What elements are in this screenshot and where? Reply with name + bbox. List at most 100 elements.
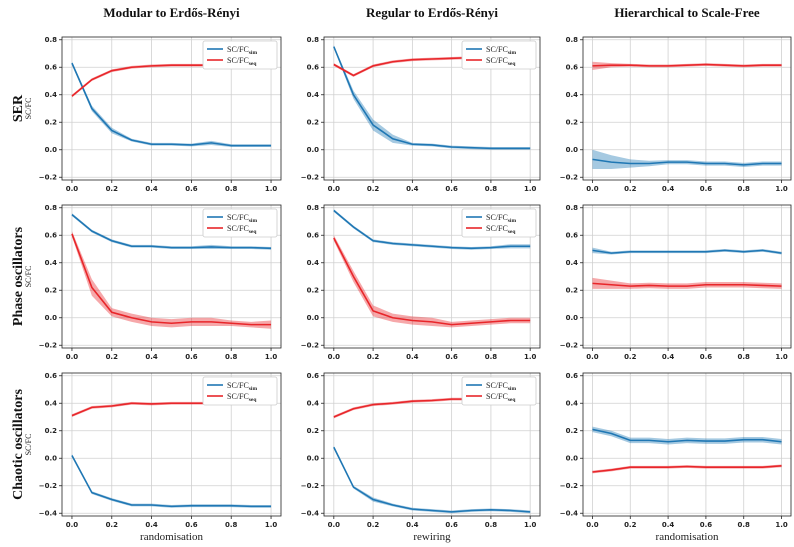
legend-subscript: seq (249, 397, 258, 403)
y-tick-label: 0.0 (307, 454, 320, 462)
y-tick-label: 0.4 (307, 91, 320, 99)
column-title: Regular to Erdős-Rényi (366, 5, 498, 20)
series-line (71, 455, 272, 508)
x-axis-label: randomisation (656, 531, 719, 543)
x-tick-label: 0.2 (367, 185, 380, 193)
x-tick-label: 0.6 (700, 353, 713, 361)
y-tick-label: 0.4 (307, 259, 320, 267)
x-tick-label: 0.0 (328, 353, 341, 361)
y-tick-label: 0.0 (566, 146, 579, 154)
legend-box (202, 40, 278, 70)
x-tick-label: 0.0 (586, 521, 599, 529)
x-tick-label: 1.0 (265, 185, 278, 193)
y-tick-label: 0.4 (45, 91, 58, 99)
legend-name: SC/FC (227, 392, 249, 401)
y-tick-label: 0.4 (45, 259, 58, 267)
y-axis-label: SC/FC (24, 434, 33, 456)
y-axis-label: SC/FC (24, 266, 33, 288)
axes-frame (61, 204, 282, 349)
x-tick-label: 1.0 (524, 521, 537, 529)
y-tick-label: 0.0 (45, 454, 58, 462)
y-tick-label: 0.2 (566, 286, 579, 294)
y-tick-label: −0.2 (39, 173, 57, 181)
row-label: Phase oscillators (11, 226, 26, 326)
y-tick-label: −0.2 (39, 482, 57, 490)
x-tick-label: 0.2 (367, 353, 380, 361)
x-tick-label: 0.8 (485, 185, 498, 193)
x-tick-label: 1.0 (775, 521, 788, 529)
y-tick-label: 0.2 (566, 118, 579, 126)
axes-frame (61, 36, 282, 181)
legend-box (461, 40, 537, 70)
legend-subscript: seq (508, 229, 517, 235)
y-tick-label: 0.0 (307, 146, 320, 154)
y-tick-label: 0.2 (566, 427, 579, 435)
x-tick-label: 0.0 (66, 521, 79, 529)
y-tick-label: 0.2 (307, 427, 320, 435)
x-tick-label: 0.2 (367, 521, 380, 529)
legend-label: SC/FCseq (486, 224, 516, 235)
legend-label: SC/FCsim (227, 213, 257, 224)
y-tick-label: −0.2 (560, 173, 578, 181)
panel: 0.0 0.2 0.4 0.6 0.8 1.0 −0.4 −0.2 0.0 0.2 0.4 0.6 SC… (301, 372, 541, 529)
legend-name: SC/FC (486, 45, 508, 54)
legend-name: SC/FC (486, 381, 508, 390)
series-line (333, 209, 531, 250)
y-tick-label: −0.2 (560, 482, 578, 490)
y-tick-label: 0.4 (566, 399, 579, 407)
x-tick-label: 1.0 (524, 185, 537, 193)
panel: 0.0 0.2 0.4 0.6 0.8 1.0 −0.4 −0.2 0.0 0.2 0.4 0.6 (560, 372, 792, 529)
y-tick-label: 0.4 (566, 259, 579, 267)
panel: 0.0 0.2 0.4 0.6 0.8 1.0 −0.2 0.0 0.2 0.4 0.6 0.8 (560, 36, 792, 193)
x-tick-label: 0.6 (185, 521, 198, 529)
legend-name: SC/FC (486, 392, 508, 401)
legend-box (202, 208, 278, 238)
series-line (333, 46, 531, 150)
row-label: SER (11, 94, 26, 122)
axes-frame (61, 372, 282, 517)
x-tick-label: 0.0 (328, 185, 341, 193)
legend-name: SC/FC (486, 213, 508, 222)
series-line (592, 249, 782, 254)
x-tick-label: 0.2 (624, 353, 637, 361)
x-tick-label: 1.0 (265, 353, 278, 361)
x-tick-label: 0.4 (662, 521, 675, 529)
y-tick-label: 0.6 (45, 231, 58, 239)
y-tick-label: 0.4 (45, 399, 58, 407)
x-tick-label: 0.8 (738, 353, 751, 361)
x-tick-label: 0.2 (624, 185, 637, 193)
axes-frame (323, 36, 541, 181)
axes-frame (323, 372, 541, 517)
plot-area (583, 205, 791, 348)
x-tick-label: 0.8 (485, 353, 498, 361)
legend-label: SC/FCsim (486, 213, 516, 224)
series-line (71, 214, 272, 250)
x-tick-label: 0.0 (586, 185, 599, 193)
legend-name: SC/FC (227, 224, 249, 233)
legend-subscript: seq (249, 61, 258, 67)
x-tick-label: 0.4 (662, 185, 675, 193)
series-line (592, 465, 782, 473)
legend-label: SC/FCsim (486, 45, 516, 56)
x-tick-label: 0.6 (445, 185, 458, 193)
panel: 0.0 0.2 0.4 0.6 0.8 1.0 −0.2 0.0 0.2 0.4 0.6 0.8 SC/… (301, 36, 541, 193)
legend-subscript: sim (249, 50, 258, 56)
x-tick-label: 0.6 (700, 185, 713, 193)
y-tick-label: 0.0 (45, 314, 58, 322)
column-title: Hierarchical to Scale-Free (614, 5, 760, 20)
legend-label: SC/FCsim (227, 45, 257, 56)
x-tick-label: 0.2 (106, 185, 119, 193)
legend-label: SC/FCseq (486, 392, 516, 403)
legend-name: SC/FC (227, 45, 249, 54)
legend-label: SC/FCsim (227, 381, 257, 392)
axes-frame (582, 372, 792, 517)
y-tick-label: 0.2 (45, 118, 58, 126)
x-axis-label: rewiring (413, 531, 451, 543)
series-line (71, 233, 272, 326)
axes-frame (323, 204, 541, 349)
y-tick-label: 0.0 (45, 146, 58, 154)
legend-subscript: sim (508, 218, 517, 224)
legend-name: SC/FC (227, 213, 249, 222)
panel: 0.0 0.2 0.4 0.6 0.8 1.0 −0.2 0.0 0.2 0.4 0.6 0.8 SC/… (39, 36, 282, 193)
